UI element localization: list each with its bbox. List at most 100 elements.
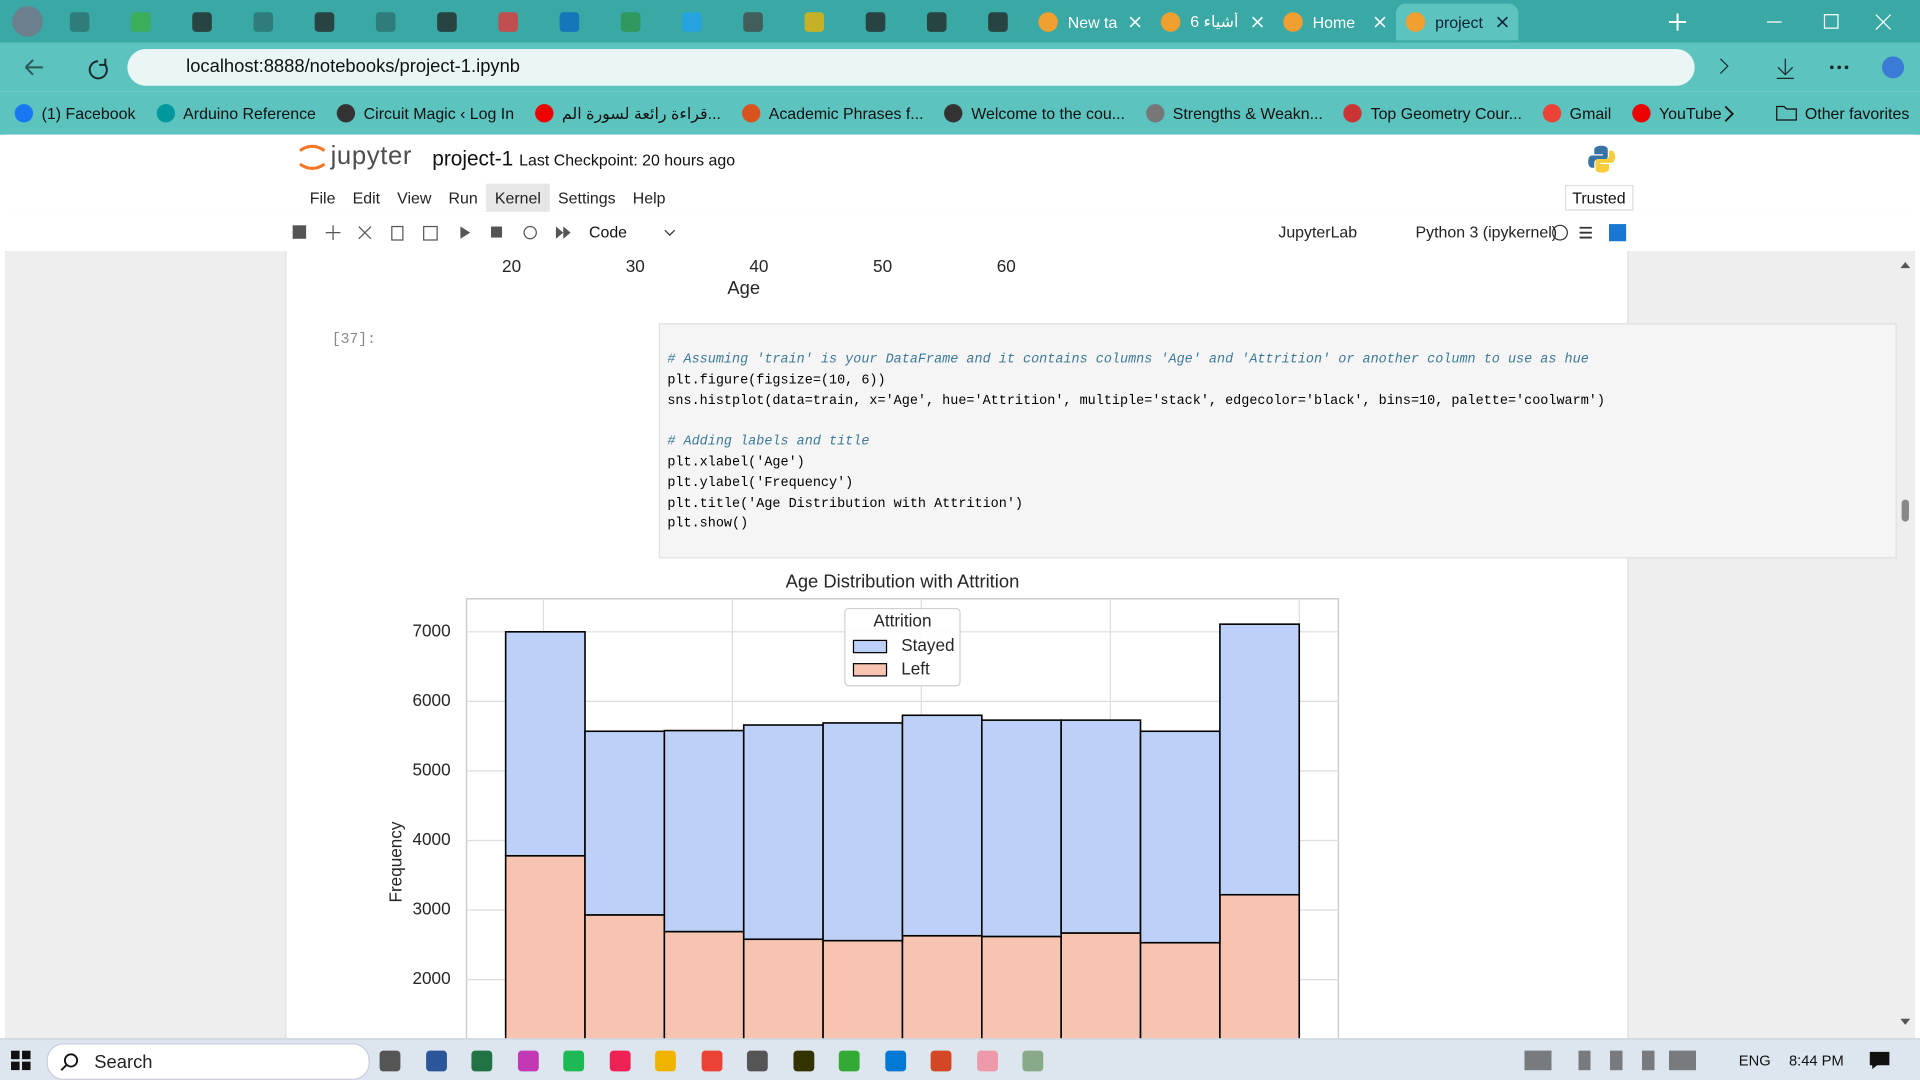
taskbar-app[interactable] <box>517 1050 539 1072</box>
tab-icon[interactable] <box>988 12 1008 32</box>
trusted-indicator[interactable]: Trusted <box>1564 184 1633 211</box>
taskbar-app[interactable] <box>425 1050 447 1072</box>
notebook-name[interactable]: project-1 <box>432 146 514 171</box>
tab-close[interactable] <box>1496 16 1508 28</box>
taskbar-app[interactable] <box>609 1050 630 1072</box>
tab-icon[interactable] <box>620 12 641 32</box>
chart-title: Age Distribution with Attrition <box>786 571 1020 592</box>
other-favorites[interactable]: Other favorites <box>1776 103 1909 123</box>
menu-item[interactable]: Edit <box>352 187 381 207</box>
clock[interactable]: 8:44 PM <box>1788 1051 1844 1069</box>
tab-icon[interactable] <box>804 12 825 32</box>
code-cell[interactable]: # Assuming 'train' is your DataFrame and… <box>658 323 1897 559</box>
histogram-bar <box>1060 719 1142 934</box>
tab-icon[interactable] <box>498 12 518 32</box>
taskbar-app[interactable] <box>884 1050 906 1072</box>
bookmark-label: قراءة رائعة لسورة الم... <box>561 103 721 122</box>
tab[interactable]: Home <box>1273 4 1395 41</box>
tab[interactable]: 6 أشياء <box>1151 4 1273 41</box>
menu-item[interactable]: Kernel <box>486 183 550 212</box>
tab-close[interactable] <box>1374 16 1386 28</box>
start-button[interactable] <box>11 1050 31 1071</box>
taskbar-app[interactable] <box>655 1050 676 1072</box>
tab-icon[interactable] <box>69 12 90 32</box>
tab-icon[interactable] <box>253 12 274 32</box>
input-language[interactable]: ENG <box>1738 1051 1771 1069</box>
code-line: plt.xlabel('Age') <box>667 455 805 471</box>
histogram-bar <box>1219 893 1301 1039</box>
menu-item[interactable]: Settings <box>558 187 616 207</box>
tab-icon[interactable] <box>559 12 580 32</box>
window-controls[interactable] <box>1763 10 1898 34</box>
notifications[interactable] <box>1869 1051 1891 1071</box>
kernel-name[interactable]: Python 3 (ipykernel) <box>1415 222 1558 242</box>
address-bar-row: localhost:8888/notebooks/project-1.ipynb <box>0 42 1920 92</box>
browser-actions[interactable] <box>1714 55 1910 82</box>
tab-icon[interactable] <box>437 12 457 32</box>
bookmark[interactable]: Circuit Magic ‹ Log In <box>336 104 514 123</box>
bookmark[interactable]: Arduino Reference <box>156 104 316 123</box>
dropdown-arrow[interactable] <box>662 227 677 239</box>
tab-icon[interactable] <box>314 12 335 32</box>
scrollbar[interactable] <box>1896 251 1916 1038</box>
bookmark-icon <box>1343 104 1363 123</box>
tab-icon[interactable] <box>865 12 886 32</box>
tab-icon[interactable] <box>926 12 947 32</box>
previous-xlabel: Age <box>727 277 761 299</box>
tab-favicon <box>1160 12 1181 32</box>
bookmark[interactable]: Welcome to the cou... <box>944 104 1125 123</box>
tab-title: Home <box>1312 12 1356 32</box>
taskbar-app[interactable] <box>746 1050 768 1072</box>
cell-type-select[interactable]: Code <box>588 222 628 242</box>
bookmark-icon <box>156 104 175 123</box>
taskbar-app[interactable] <box>379 1050 401 1072</box>
bookmark[interactable]: Academic Phrases f... <box>741 104 924 123</box>
taskbar-app[interactable] <box>930 1050 952 1072</box>
tab-title: 6 أشياء <box>1190 12 1239 31</box>
taskbar-app[interactable] <box>838 1050 860 1072</box>
menu-item[interactable]: Help <box>632 187 666 207</box>
tab-close[interactable] <box>1129 16 1141 28</box>
previous-xtick-label: 40 <box>749 255 769 276</box>
histogram-bar <box>822 722 904 942</box>
toolbar-buttons[interactable] <box>289 223 583 243</box>
kernel-status-icons[interactable] <box>1550 223 1636 243</box>
bookmarks-bar: (1) Facebook Arduino Reference Circuit Mag… <box>0 91 1920 135</box>
bookmark[interactable]: (1) Facebook <box>14 104 136 123</box>
tab-icon[interactable] <box>682 12 702 32</box>
taskbar-app[interactable] <box>471 1050 493 1072</box>
nav-buttons[interactable] <box>22 55 120 80</box>
menu-item[interactable]: Run <box>448 187 478 207</box>
jupyterlab-link[interactable]: JupyterLab <box>1278 222 1358 242</box>
taskbar-app[interactable] <box>701 1050 722 1072</box>
taskbar-app[interactable] <box>563 1050 585 1072</box>
tray-icons[interactable] <box>1524 1050 1721 1071</box>
checkpoint-status: Last Checkpoint: 20 hours ago <box>519 150 736 169</box>
histogram-bar <box>1060 932 1142 1039</box>
tab-icon[interactable] <box>131 12 151 32</box>
bookmark[interactable]: Top Geometry Cour... <box>1343 104 1522 123</box>
more-bookmarks[interactable] <box>1720 104 1737 124</box>
tab-icon[interactable] <box>192 12 212 32</box>
menu-item[interactable]: File <box>309 187 336 207</box>
taskbar-app[interactable] <box>976 1050 998 1072</box>
menu-item[interactable]: View <box>397 187 432 207</box>
previous-xtick-label: 30 <box>625 255 645 276</box>
taskbar-app[interactable] <box>1022 1050 1044 1072</box>
tab[interactable]: project <box>1395 3 1519 41</box>
bookmark[interactable]: Gmail <box>1542 104 1611 123</box>
url-field[interactable]: localhost:8888/notebooks/project-1.ipynb <box>127 48 1695 86</box>
bookmark[interactable]: قراءة رائعة لسورة الم... <box>534 103 721 123</box>
tab[interactable]: New ta <box>1029 4 1151 41</box>
tab-icon[interactable] <box>743 12 763 32</box>
tab-close[interactable] <box>1251 16 1264 28</box>
search-box[interactable]: Search <box>46 1043 370 1080</box>
profile-avatar[interactable] <box>12 6 43 37</box>
taskbar-app[interactable] <box>792 1050 814 1072</box>
bookmark[interactable]: YouTube <box>1632 104 1722 123</box>
bookmark[interactable]: Strengths & Weakn... <box>1145 104 1323 123</box>
new-tab-button[interactable] <box>1665 10 1689 34</box>
bookmark-label: (1) Facebook <box>41 104 136 123</box>
tab-icon[interactable] <box>375 12 396 32</box>
